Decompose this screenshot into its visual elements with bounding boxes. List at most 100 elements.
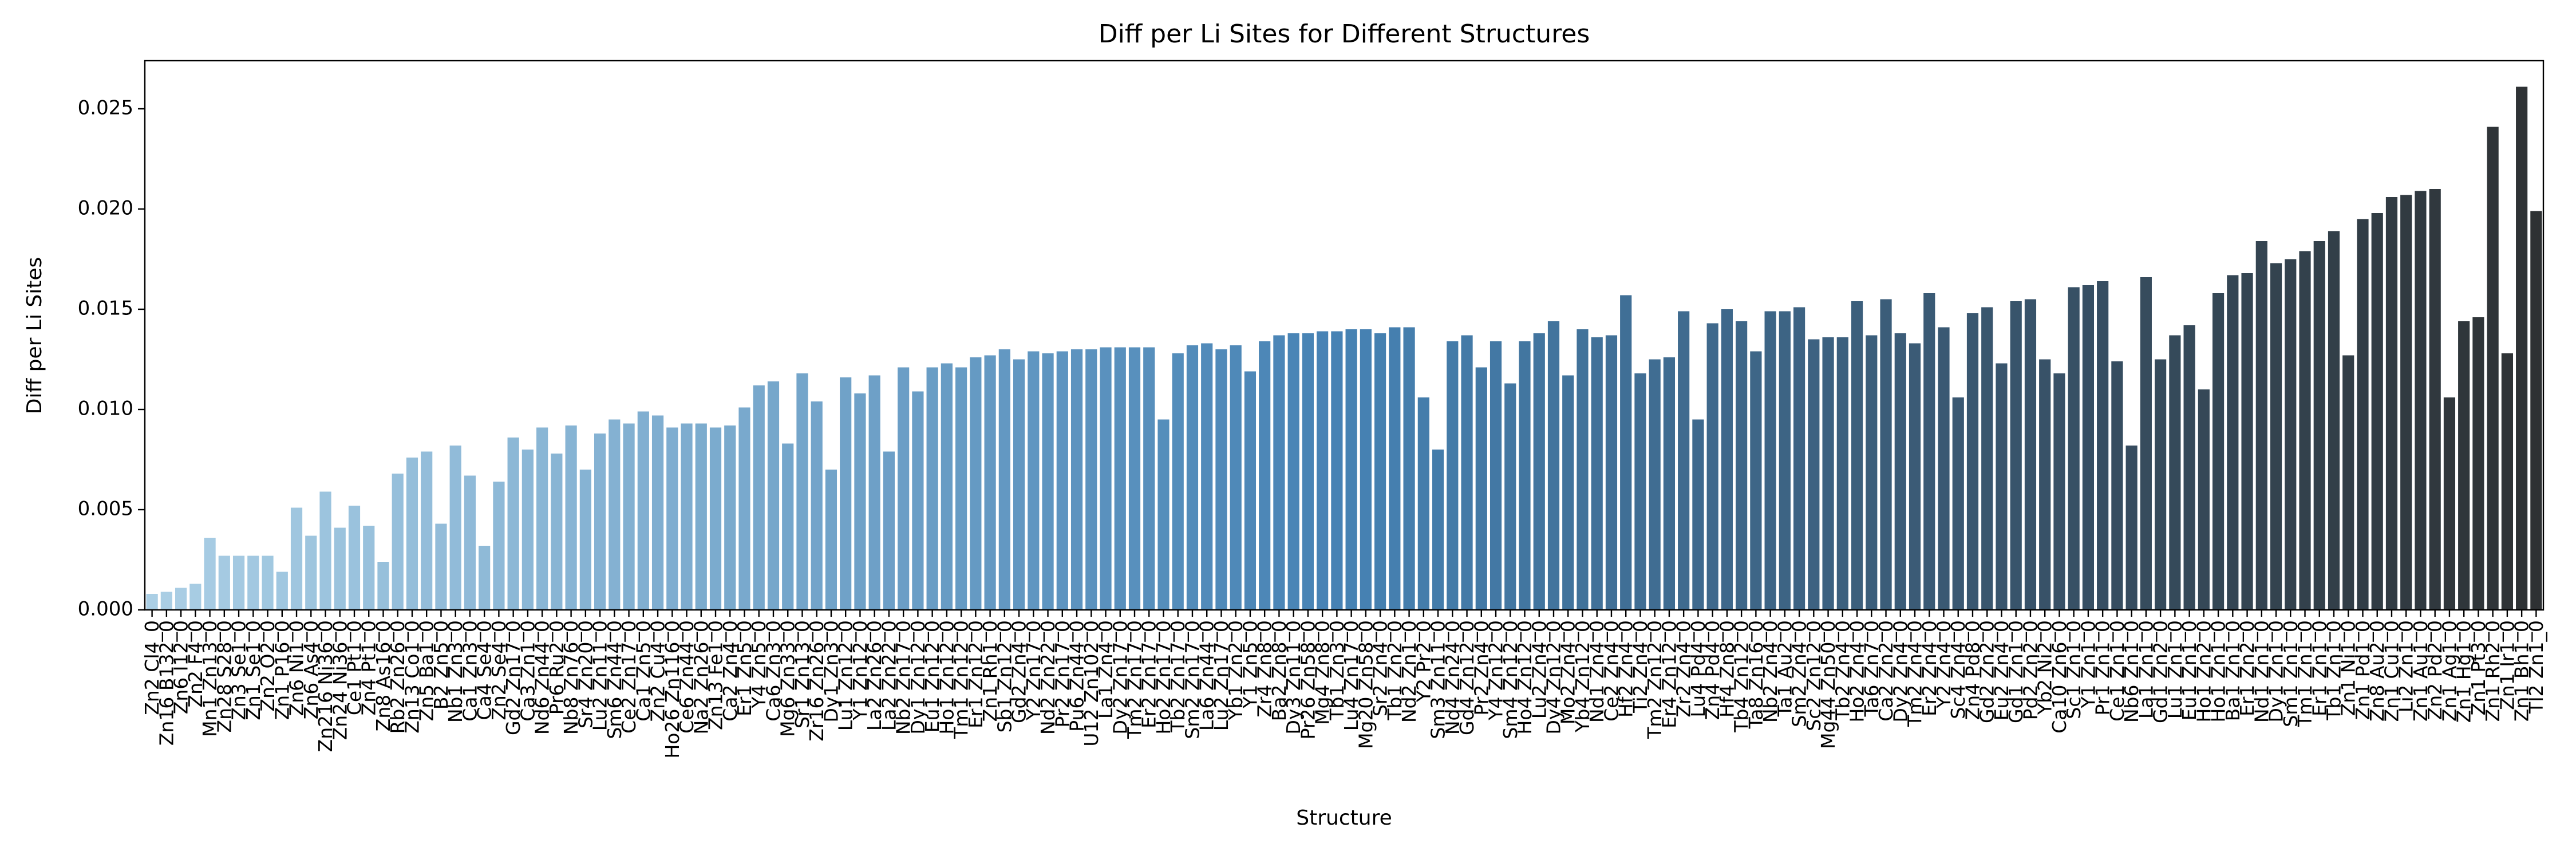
y-tick-label: 0.025 <box>78 97 133 120</box>
bar <box>1028 351 1040 610</box>
bar <box>970 357 982 610</box>
x-tick-label: Er2 Zn17_0 <box>1138 620 1160 728</box>
x-tick-label: Zn1 Au1_0 <box>2409 620 2432 722</box>
bar <box>1649 359 1661 610</box>
bar <box>1157 419 1170 610</box>
bar <box>2010 301 2022 610</box>
bar <box>1056 351 1068 610</box>
bar <box>2429 189 2441 610</box>
x-tick-label: Pd2 Zn2_0 <box>2019 620 2041 720</box>
bar <box>623 423 635 610</box>
bar <box>1504 383 1516 610</box>
bar <box>1620 295 1632 610</box>
bar <box>2385 197 2398 610</box>
x-tick-label: Zr16 Zn26_0 <box>805 620 828 742</box>
bar <box>2530 211 2542 610</box>
x-tick-label: Sc1 Zn1_0 <box>2063 620 2085 719</box>
bar <box>377 562 389 610</box>
bar <box>2068 287 2080 610</box>
x-tick-label: Eu2 Zn4_0 <box>1990 620 2013 720</box>
x-tick-label: Nd1 Zn1_0 <box>2250 620 2273 723</box>
x-tick-label: Zn6 I12_0 <box>170 620 192 714</box>
x-tick-label: Ta6 Zn7_0 <box>1860 620 1883 717</box>
x-tick-label: Zr4 Zn8_0 <box>1254 620 1276 718</box>
x-tick-label: Y1 Zn12_0 <box>849 620 871 721</box>
bar <box>2328 231 2340 610</box>
x-tick-label: Er1 Zn2_0 <box>2236 620 2258 716</box>
bar <box>2313 241 2325 610</box>
x-tick-label: Zn2 Cu4_0 <box>647 620 669 722</box>
bar <box>984 355 996 610</box>
bar <box>1634 373 1646 610</box>
x-tick-label: Eu1 Zn12_0 <box>921 620 943 732</box>
x-tick-label: Er1 Zn5_0 <box>733 620 756 716</box>
bar <box>189 584 202 610</box>
bar <box>1302 333 1314 610</box>
x-tick-label: Er1 Zn12_0 <box>965 620 987 728</box>
x-tick-label: Tb4 Zn12_0 <box>1730 620 1753 733</box>
x-tick-label: Zn1 Ag1_0 <box>2438 620 2460 722</box>
y-tick-label: 0.000 <box>78 598 133 621</box>
bar <box>594 434 606 610</box>
bar <box>175 588 187 610</box>
bar <box>1201 343 1213 610</box>
bar <box>1085 349 1097 610</box>
x-tick-label: Yb1 Zn2_0 <box>1224 620 1247 721</box>
bar <box>232 555 245 610</box>
x-tick-label: Er2 Zn4_0 <box>1918 620 1941 716</box>
bar <box>955 367 967 610</box>
x-tick-label: Lu4 Pd4_0 <box>1687 620 1709 718</box>
x-tick-label: Ho2 Zn17_0 <box>1152 620 1175 735</box>
bar <box>1475 367 1487 610</box>
x-tick-label: Ba1 Zn1_0 <box>2222 620 2244 721</box>
x-tick-label: Lu2 Zn11_0 <box>589 620 611 731</box>
bar <box>305 535 317 610</box>
bar <box>1331 331 1343 610</box>
x-tick-label: Ho1 Zn2_0 <box>2192 620 2215 723</box>
x-tick-label: Zn1 Bh1_0 <box>2511 620 2533 722</box>
x-tick-label: Zn1 Rh1_0 <box>979 620 1001 722</box>
bar <box>1215 349 1227 610</box>
x-tick-label: Mo2 Zn4_0 <box>1557 620 1579 724</box>
x-tick-label: Zr2 Zn4_0 <box>1673 620 1695 718</box>
bar <box>2357 219 2369 610</box>
x-tick-label: Zn1 Pd1_0 <box>2352 620 2374 720</box>
x-tick-label: Ce6 Zn44_0 <box>675 620 698 734</box>
x-tick-label: Sr2 Zn4_0 <box>1369 620 1392 716</box>
bar <box>2487 127 2499 610</box>
x-tick-label: Nd2 Zn22_0 <box>1037 620 1059 735</box>
bar <box>651 415 664 610</box>
x-tick-label: Zn1 Rh2_0 <box>2482 620 2504 722</box>
x-tick-label: Nd6 Zn44_0 <box>531 620 554 735</box>
x-tick-label: Nb2 Zn4_0 <box>1759 620 1781 723</box>
bar <box>666 427 678 610</box>
bar <box>1070 349 1083 610</box>
x-tick-label: Tb2 Zn17_0 <box>1167 620 1189 733</box>
x-tick-label: Zn2 F4_0 <box>184 620 207 707</box>
bar <box>421 451 433 610</box>
bar <box>247 555 259 610</box>
bar <box>1186 345 1199 610</box>
x-tick-label: Ta8 Zn16_0 <box>1745 620 1767 729</box>
x-tick-label: Ho2 Zn4_0 <box>1846 620 1868 723</box>
bar <box>1461 335 1473 610</box>
bar <box>2443 397 2456 610</box>
bar <box>319 491 331 610</box>
x-tick-label: Gd4 Zn12_0 <box>1456 620 1478 735</box>
bar <box>1013 359 1025 610</box>
bar <box>406 458 418 610</box>
bar <box>738 407 750 610</box>
x-tick-label: Zn8 As16_0 <box>372 620 394 731</box>
bar <box>1721 309 1733 610</box>
bar <box>2227 275 2239 610</box>
x-tick-label: Zn4 Pd4_0 <box>1701 620 1724 720</box>
x-tick-label: Sc2 Zn12_0 <box>1803 620 1825 731</box>
bar <box>1547 321 1560 610</box>
bar <box>1605 335 1618 610</box>
x-tick-label: Ca3 Zn1_0 <box>516 620 539 722</box>
bar <box>1317 331 1329 610</box>
bar <box>681 423 693 610</box>
bar <box>2024 299 2037 610</box>
bar <box>2198 389 2210 610</box>
